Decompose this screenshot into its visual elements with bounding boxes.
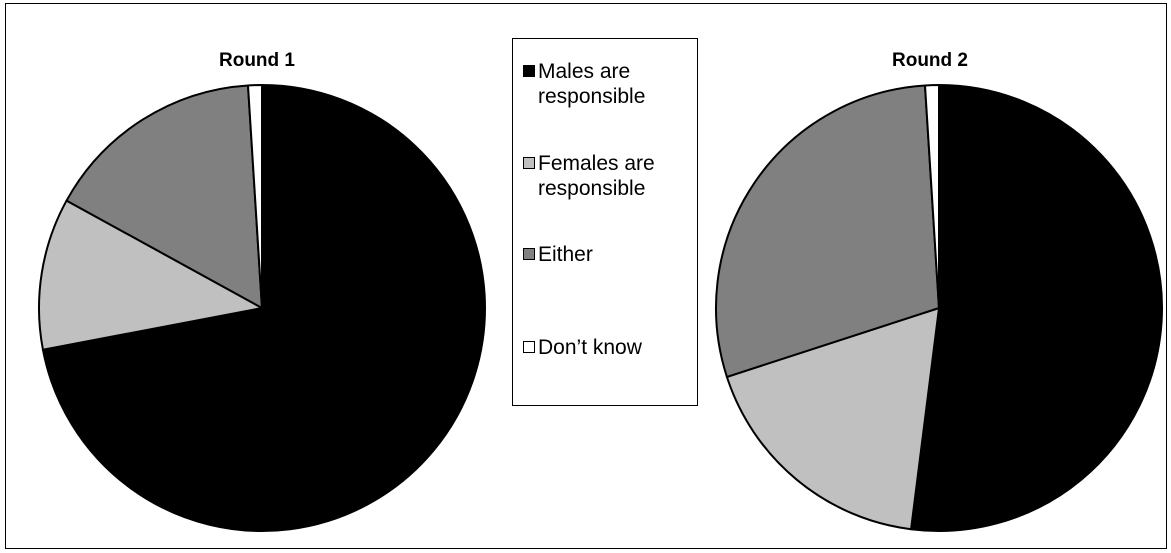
legend-swatch-males [523,65,535,77]
pie-slice-round-2-females [725,307,940,531]
legend: Males are responsible Females are respon… [512,38,698,406]
chart-title-round-1: Round 1 [219,50,295,71]
legend-label-females: Females are responsible [538,152,655,200]
pie-slice-round-2-dont-know [923,84,940,309]
legend-swatch-either [523,248,535,260]
legend-item-females: Females are responsible [523,151,698,201]
legend-swatch-dont-know [523,341,535,353]
legend-label-males: Males are responsible [538,60,646,108]
pie-slice-round-1-dont-know [246,84,263,309]
legend-item-either: Either [523,242,698,267]
pie-slice-round-2-males [910,84,1163,532]
pie-round-2 [715,84,1163,532]
chart-title-round-2: Round 2 [892,50,968,71]
pie-slice-round-1-males [41,84,486,532]
pie-round-1 [38,84,486,532]
legend-item-dont-know: Don’t know [523,335,698,360]
pie-slice-round-1-females [38,199,263,351]
legend-label-either: Either [538,243,593,266]
pie-slice-round-2-either [715,84,940,378]
legend-swatch-females [523,157,535,169]
legend-item-males: Males are responsible [523,59,698,109]
legend-label-dont-know: Don’t know [538,336,642,359]
pie-slice-round-1-either [65,84,263,309]
